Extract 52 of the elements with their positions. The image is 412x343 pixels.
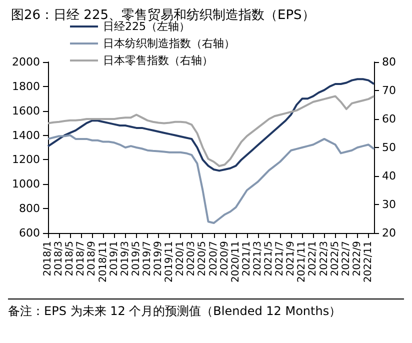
x-tick-label: 2018/1 [42, 241, 54, 276]
x-tick-label: 2022/5 [330, 241, 341, 276]
x-tick-label: 2021/11 [296, 241, 308, 283]
y-tick-label: 800 [19, 202, 40, 216]
x-tick-label: 2019/3 [120, 241, 131, 276]
x-tick-label: 2019/7 [142, 241, 153, 276]
legend-label: 日本纺织制造指数（右轴） [103, 37, 235, 50]
y2-tick-label: 20 [382, 226, 396, 240]
x-tick-label: 2019/11 [164, 241, 176, 283]
x-tick-label: 2020/5 [197, 241, 208, 276]
y-tick-label: 1200 [12, 153, 40, 166]
y-tick-label: 1800 [12, 80, 40, 93]
x-tick-label: 2021/7 [274, 241, 286, 276]
x-tick-label: 2020/3 [186, 241, 198, 276]
x-tick-label: 2022/9 [352, 241, 363, 276]
x-tick-label: 2019/1 [108, 241, 120, 276]
y-tick-label: 1400 [12, 128, 40, 142]
x-tick-label: 2019/9 [153, 241, 164, 276]
x-tick-label: 2022/3 [318, 241, 330, 276]
y2-tick-label: 30 [382, 198, 396, 211]
y-tick-label: 1000 [12, 178, 40, 191]
y-tick-label: 1600 [12, 104, 40, 118]
x-tick-label: 2020/7 [208, 241, 220, 276]
x-tick-label: 2022/7 [340, 241, 352, 276]
y2-tick-label: 70 [382, 84, 396, 97]
x-tick-label: 2021/5 [264, 241, 275, 276]
x-tick-label: 2019/5 [130, 241, 142, 276]
x-tick-label: 2021/9 [286, 241, 297, 276]
x-tick-label: 2022/11 [362, 241, 374, 283]
legend-label: 日本零售指数（右轴） [103, 54, 213, 67]
x-tick-label: 2020/11 [230, 241, 242, 283]
x-tick-label: 2020/9 [219, 241, 230, 276]
y2-tick-label: 50 [382, 141, 396, 154]
line-series [47, 95, 375, 168]
x-tick-label: 2018/5 [64, 241, 76, 276]
x-tick-label: 2021/3 [252, 241, 264, 276]
y2-tick-label: 60 [382, 112, 396, 126]
y-tick-label: 2000 [12, 56, 40, 68]
x-tick-label: 2018/7 [76, 241, 87, 276]
legend-label: 日经225（左轴） [103, 20, 190, 33]
x-tick-label: 2018/11 [98, 241, 109, 283]
x-tick-label: 2018/9 [86, 241, 98, 276]
y2-tick-label: 80 [382, 56, 396, 68]
x-tick-label: 2018/3 [54, 241, 65, 276]
y2-tick-label: 40 [382, 170, 396, 182]
x-tick-label: 2022/1 [308, 241, 319, 276]
x-tick-label: 2020/1 [175, 241, 186, 276]
x-tick-label: 2021/1 [241, 241, 252, 276]
y-tick-label: 600 [19, 226, 40, 240]
text: 备注：EPS 为未来 12 个月的预测值（Blended 12 Months） [8, 304, 342, 318]
line-series [47, 78, 375, 172]
line-series [47, 134, 375, 224]
